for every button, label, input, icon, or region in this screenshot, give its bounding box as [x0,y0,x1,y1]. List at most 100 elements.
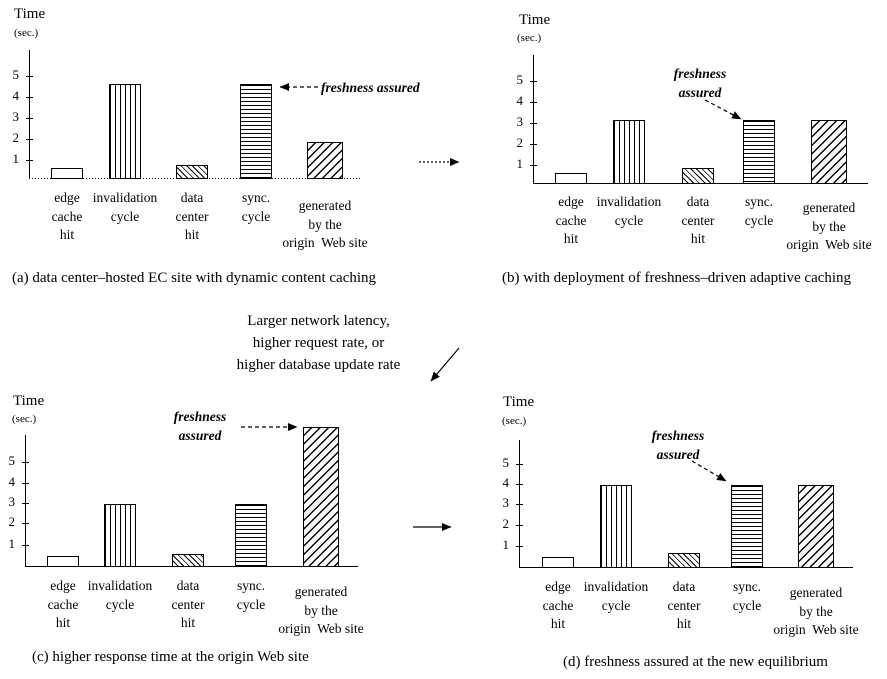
y-axis-line [533,55,534,183]
transition-note: Larger network latency, higher request r… [196,310,441,376]
y-tick-mark [530,165,537,166]
bar-generated-by-the-origin-web-site [307,142,343,179]
y-tick-mark [530,123,537,124]
category-label-data-center-hit: data center hit [132,189,252,245]
annotation-arrow [704,99,742,120]
chart-caption: (a) data center–hosted EC site with dyna… [12,270,377,286]
axis-title: Time [503,394,535,410]
annotation-text: freshness [673,66,727,81]
y-tick-mark [530,81,537,82]
category-label-line: hit [690,231,706,246]
y-tick-mark [530,102,537,103]
freshness-assured-annotation: freshness assured [656,64,744,102]
category-label-line: invalidation [583,579,649,594]
category-label-line: cycle [105,596,135,612]
y-axis-line [519,440,520,567]
category-label-line: cycle [236,596,266,612]
bar-edge-cache-hit [47,556,79,567]
annotation-arrow [241,423,298,431]
annotation-text: assured [678,85,722,100]
bar-data-center-hit [682,168,714,184]
bar-edge-cache-hit [51,168,83,179]
arrow-a-to-b [419,158,460,166]
x-axis-line [25,566,358,567]
y-tick-label: 2 [502,516,510,531]
category-label-generated-by-the-origin-web-site: generated by the origin Web site [756,584,876,640]
bar-generated-by-the-origin-web-site [798,485,834,568]
y-tick-mark [516,464,523,465]
category-label-line: hit [55,615,71,630]
y-tick-label: 1 [8,536,16,551]
category-label-line: generated [789,585,843,600]
category-label-line: cycle [744,212,774,228]
y-tick-label: 3 [12,109,20,124]
y-tick-mark [22,483,29,484]
axis-unit-label: (sec.) [502,415,527,427]
bar-data-center-hit [176,165,208,179]
category-label-line: center [175,208,209,224]
axis-unit-label: (sec.) [517,32,542,44]
category-label-line: hit [184,227,200,242]
x-axis-line [533,183,868,184]
y-tick-label: 2 [12,130,20,145]
annotation-arrow [691,460,727,482]
category-label-line: cache [555,212,587,228]
bar-generated-by-the-origin-web-site [303,427,339,567]
bar-sync-cycle [731,485,763,568]
category-label-line: hit [550,616,566,631]
y-tick-label: 1 [516,156,524,171]
y-tick-label: 3 [502,495,510,510]
y-tick-label: 5 [502,455,510,470]
category-label-line: cycle [732,597,762,613]
y-axis-line [25,435,26,566]
category-label-line: sync. [732,579,762,594]
y-tick-mark [26,160,33,161]
y-axis-line [29,50,30,178]
x-axis-line [519,567,853,568]
category-label-generated-by-the-origin-web-site: generated by the origin Web site [265,197,385,253]
y-tick-label: 3 [8,494,16,509]
category-label-line: generated [294,584,348,599]
axis-title: Time [13,393,45,409]
y-tick-label: 4 [502,475,510,490]
transition-note-line: higher database update rate [236,357,401,373]
chart-caption: (d) freshness assured at the new equilib… [563,654,828,670]
category-label-line: hit [676,616,692,631]
y-tick-label: 2 [516,135,524,150]
category-label-edge-cache-hit: edge cache hit [3,577,123,633]
category-label-line: generated [802,200,856,215]
freshness-assured-annotation: freshness assured [158,407,242,445]
y-tick-mark [26,118,33,119]
freshness-assured-annotation: freshness assured [321,78,420,97]
category-label-line: origin Web site [282,235,368,250]
category-label-line: cache [51,208,83,224]
category-label-generated-by-the-origin-web-site: generated by the origin Web site [769,199,887,255]
category-label-edge-cache-hit: edge cache hit [7,189,127,245]
category-label-invalidation-cycle: invalidation cycle [556,578,676,615]
category-label-data-center-hit: data center hit [638,193,758,249]
bar-sync-cycle [235,504,267,567]
axis-unit-label: (sec.) [14,27,39,39]
transition-note-line: higher request rate, or [252,335,385,351]
category-label-invalidation-cycle: invalidation cycle [65,189,185,226]
category-label-line: edge [558,194,584,209]
bar-invalidation-cycle [104,504,136,567]
bar-edge-cache-hit [555,173,587,184]
y-tick-mark [516,525,523,526]
annotation-text: assured [178,428,222,443]
y-tick-mark [22,503,29,504]
category-label-data-center-hit: data center hit [624,578,744,634]
y-tick-label: 5 [516,72,524,87]
annotation-text: freshness assured [321,80,420,95]
bar-invalidation-cycle [613,120,645,184]
bar-invalidation-cycle [600,485,632,568]
bar-data-center-hit [172,554,204,567]
category-label-sync-cycle: sync. cycle [191,577,311,614]
category-label-line: center [681,212,715,228]
transition-arrow-down [430,347,460,382]
category-label-sync-cycle: sync. cycle [687,578,807,615]
y-tick-label: 1 [12,151,20,166]
